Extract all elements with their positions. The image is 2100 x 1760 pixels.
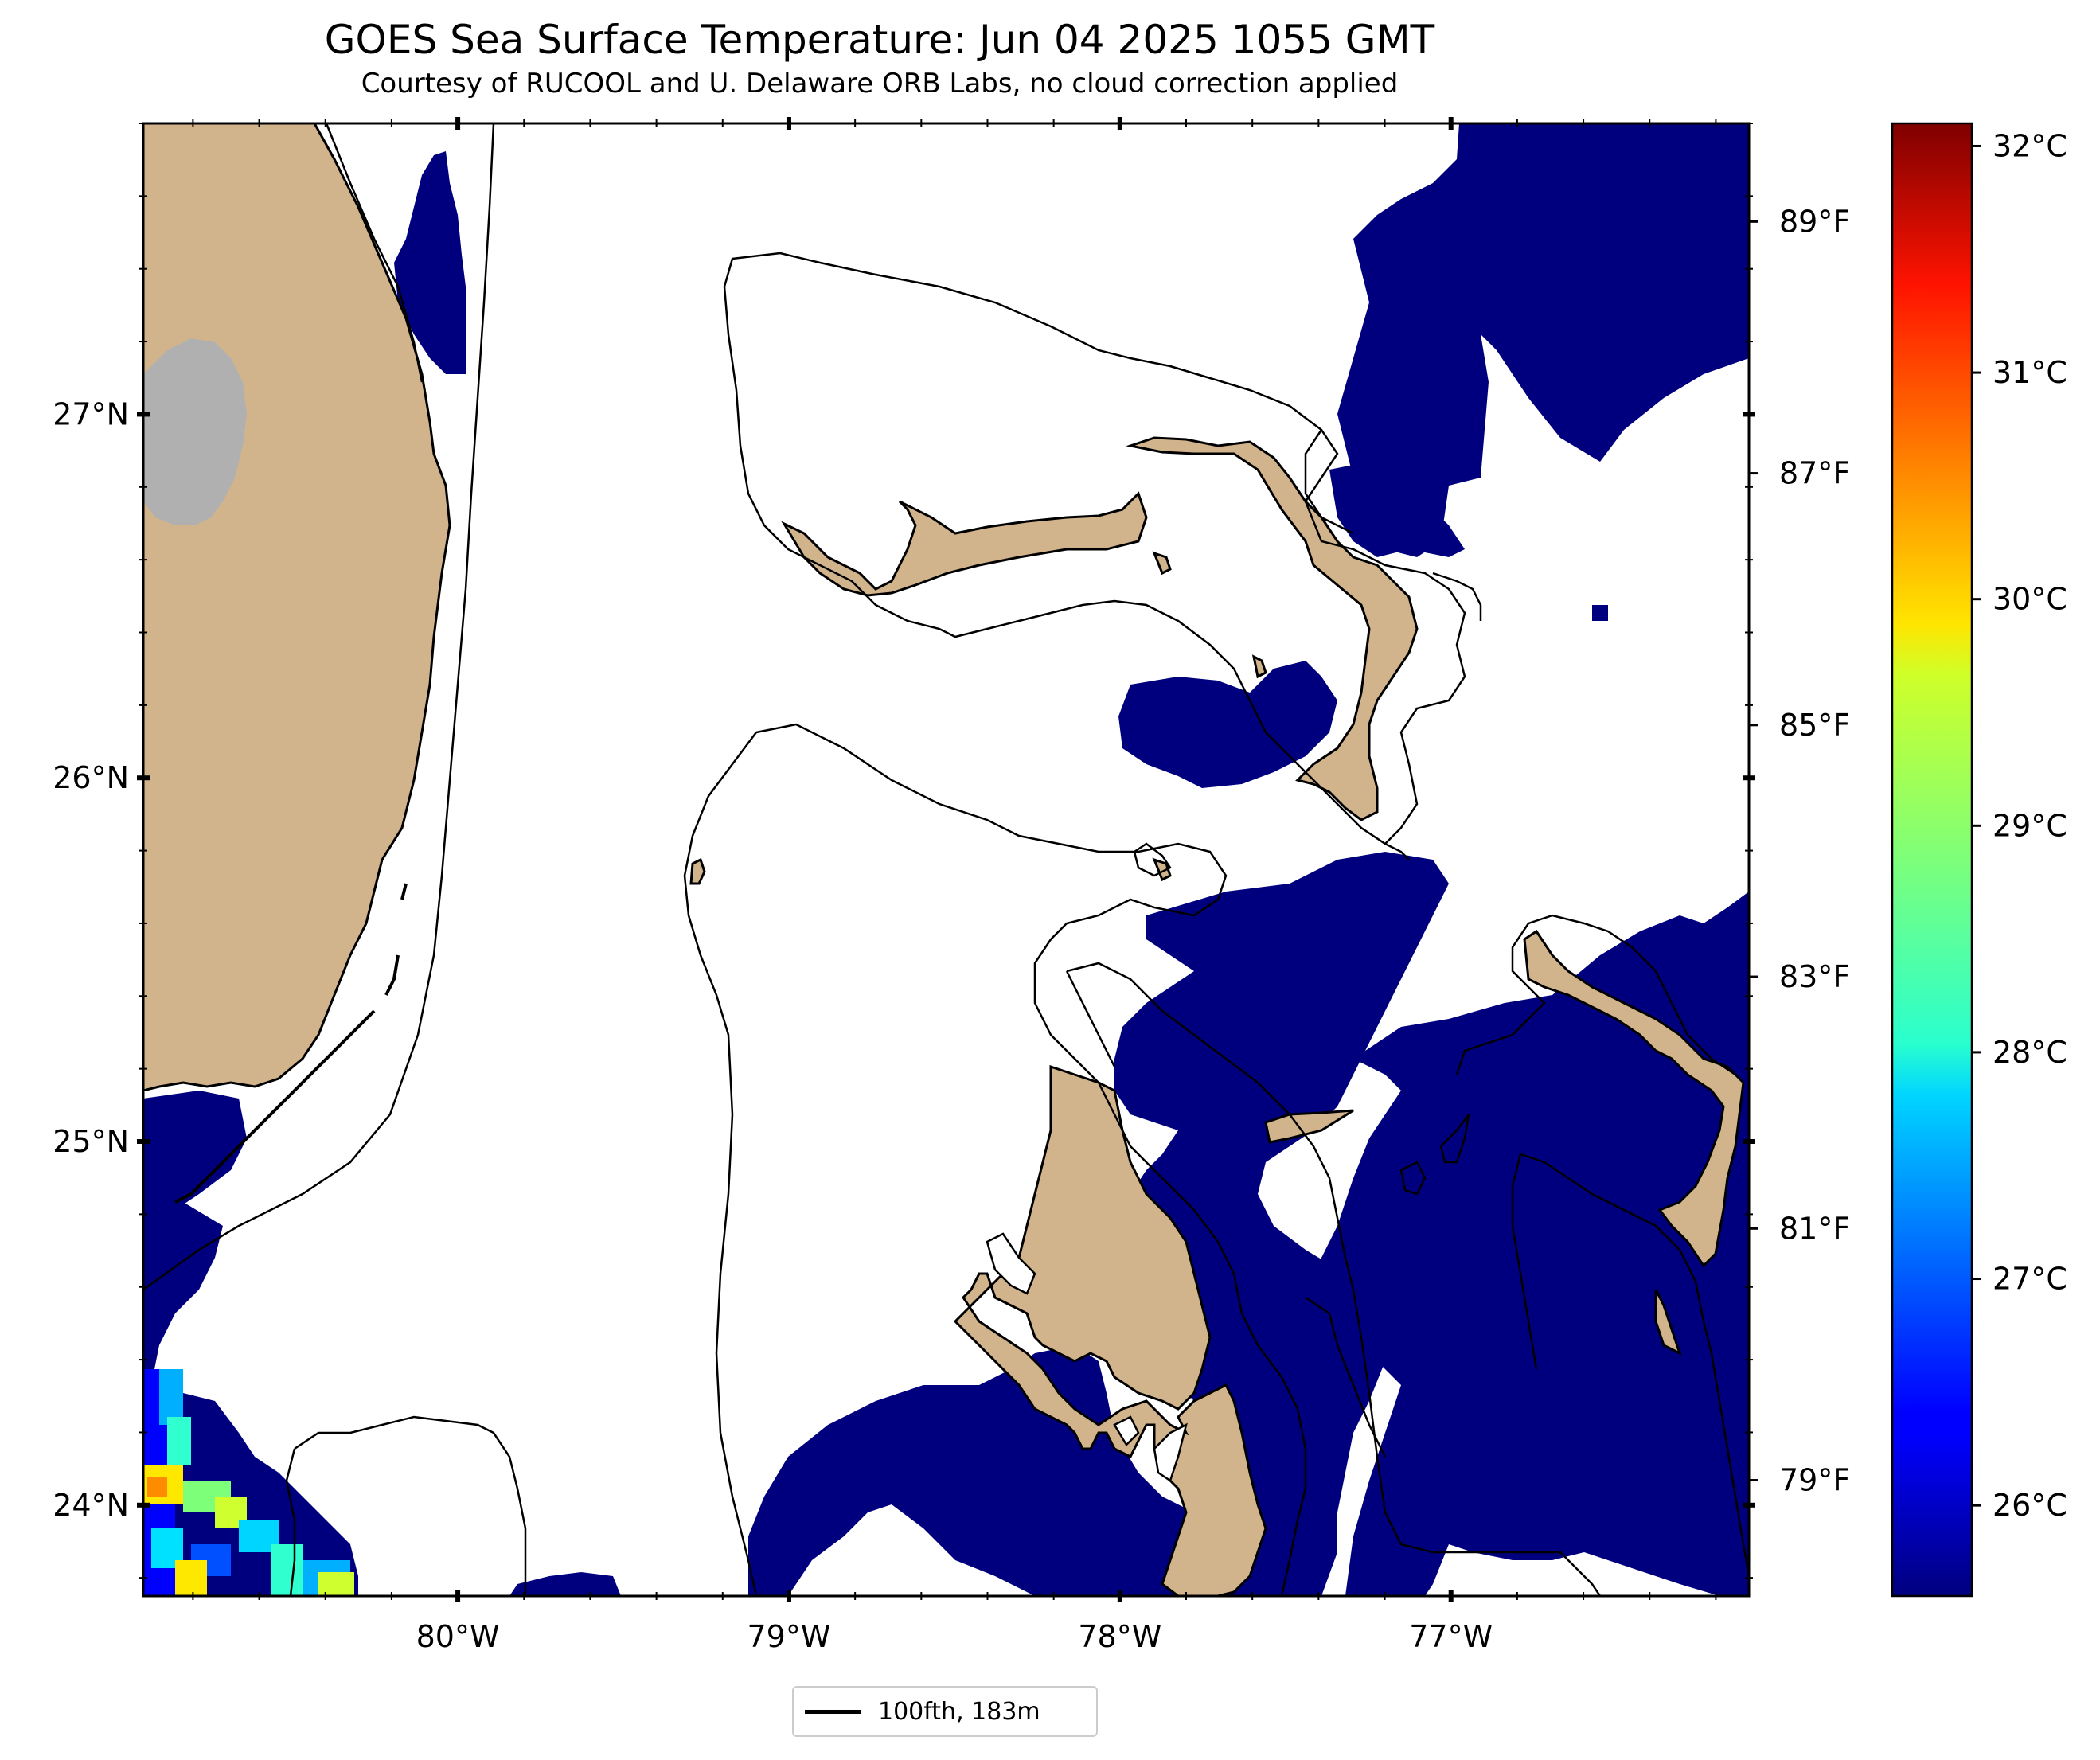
lon-tick-label: 79°W	[747, 1619, 830, 1654]
colorbar-celsius-label: 26°C	[1993, 1488, 2067, 1523]
lon-tick-label: 77°W	[1409, 1619, 1493, 1654]
colorbar-fahrenheit-ticks: 89°F 87°F 85°F 83°F 81°F 79°F	[1749, 204, 1850, 1498]
bahamas-berry-islands	[1264, 1109, 1354, 1144]
colorbar-celsius-label: 30°C	[1993, 582, 2067, 617]
fahrenheit-label: 83°F	[1779, 959, 1850, 994]
fahrenheit-label: 81°F	[1779, 1211, 1850, 1246]
map-panel	[143, 123, 1749, 1596]
legend-line-swatch	[805, 1709, 861, 1714]
legend: 100fth, 183m	[792, 1686, 1098, 1737]
bahamas-bimini	[689, 857, 706, 885]
fahrenheit-label: 89°F	[1779, 204, 1850, 239]
colorbar-celsius-label: 31°C	[1993, 355, 2067, 390]
lat-tick-label: 24°N	[53, 1488, 129, 1523]
sst-warm-pixels	[143, 1369, 354, 1596]
bahamas-grand-bahama	[781, 491, 1148, 597]
lat-tick-label: 27°N	[53, 396, 129, 431]
chart-title: GOES Sea Surface Temperature: Jun 04 202…	[325, 17, 1435, 63]
colorbar-celsius-label: 27°C	[1993, 1262, 2067, 1297]
colorbar-celsius-label: 32°C	[1993, 128, 2067, 163]
minor-ticks	[139, 119, 1753, 1600]
map-frame	[142, 122, 1751, 1598]
lat-tick-label: 26°N	[53, 760, 129, 795]
lon-tick-label: 80°W	[416, 1619, 500, 1654]
colorbar	[1891, 122, 1973, 1598]
lake-okeechobee	[143, 338, 247, 525]
colorbar-celsius-label: 29°C	[1993, 808, 2067, 843]
bahamas-eleuthera	[1523, 929, 1745, 1268]
bahamas-exuma-cay	[1654, 1289, 1682, 1356]
fahrenheit-label: 85°F	[1779, 708, 1850, 743]
colorbar-celsius-label: 28°C	[1993, 1035, 2067, 1070]
bahamas-andros	[953, 1064, 1267, 1596]
bahamas-small-cay-1	[1152, 551, 1172, 576]
florida-keys	[174, 883, 408, 1204]
depth-contours-100fth	[143, 123, 1749, 1596]
longitude-axis: 80°W 79°W 78°W 77°W	[416, 117, 1493, 1654]
chart-subtitle: Courtesy of RUCOOL and U. Delaware ORB L…	[361, 68, 1399, 100]
latitude-axis: 27°N 26°N 25°N 24°N	[53, 396, 1755, 1523]
lat-tick-label: 25°N	[53, 1124, 129, 1159]
colorbar-celsius-ticks: 32°C 31°C 30°C 29°C 28°C 27°C 26°C	[1972, 128, 2067, 1523]
bahamas-small-cay-2	[1251, 654, 1267, 679]
fahrenheit-label: 87°F	[1779, 456, 1850, 491]
lon-tick-label: 78°W	[1078, 1619, 1161, 1654]
legend-label: 100fth, 183m	[878, 1697, 1040, 1726]
fahrenheit-label: 79°F	[1779, 1463, 1850, 1498]
andros-lakes	[986, 1232, 1188, 1482]
